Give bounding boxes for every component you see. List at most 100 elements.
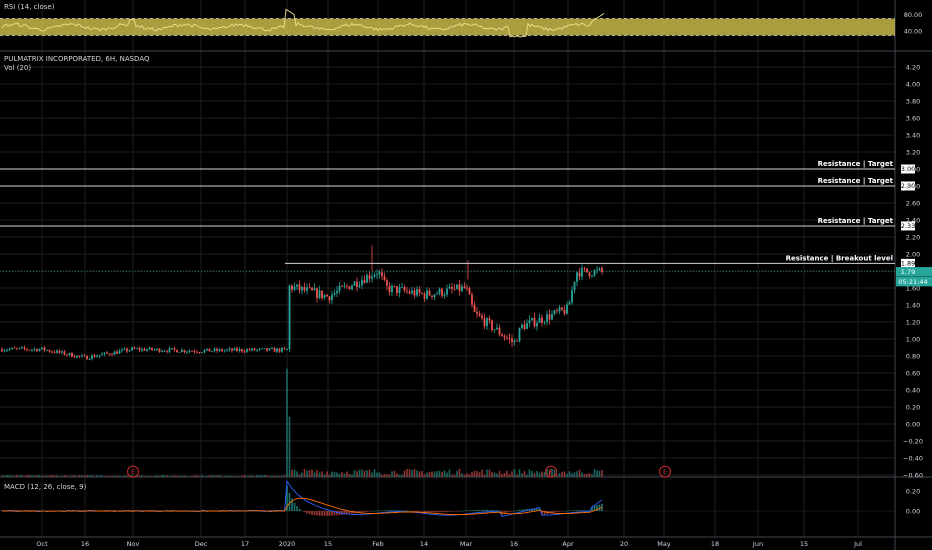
- candle-body: [576, 272, 578, 282]
- time-tick-label: 15: [324, 540, 332, 548]
- candle-body: [78, 355, 81, 357]
- volume-bar: [528, 469, 531, 477]
- volume-bar: [573, 472, 576, 477]
- volume-bar: [23, 475, 26, 477]
- volume-bar: [286, 368, 288, 477]
- volume-bar: [308, 470, 311, 477]
- volume-bar: [361, 469, 363, 477]
- volume-bar: [306, 470, 308, 477]
- candle-body: [306, 287, 308, 291]
- candle-body: [106, 352, 108, 354]
- volume-bar: [551, 468, 553, 477]
- volume-bar: [221, 476, 223, 477]
- macd-hist-bar: [571, 510, 573, 511]
- volume-bar: [426, 472, 428, 477]
- candle-body: [353, 281, 356, 286]
- macd-hist-bar: [326, 511, 328, 516]
- volume-bar: [296, 471, 298, 477]
- candle-body: [346, 285, 348, 287]
- candle-body: [378, 272, 381, 275]
- volume-bar: [198, 476, 201, 477]
- volume-bar: [511, 471, 513, 477]
- macd-hist-bar: [513, 510, 516, 512]
- volume-bar: [533, 473, 536, 477]
- macd-label: MACD (12, 26, close, 9): [4, 483, 87, 491]
- candle-body: [331, 294, 333, 301]
- candle-body: [478, 313, 481, 316]
- macd-hist-bar: [518, 509, 521, 511]
- candle-body: [501, 334, 503, 337]
- candle-body: [496, 327, 498, 330]
- candle-body: [426, 290, 428, 299]
- volume-bar: [353, 470, 356, 477]
- candle-body: [433, 294, 436, 298]
- candle-body: [563, 309, 566, 314]
- candle-body: [143, 348, 146, 351]
- candle-body: [116, 351, 118, 354]
- candle-body: [298, 284, 301, 291]
- macd-hist-bar: [413, 511, 416, 512]
- macd-hist-bar: [493, 510, 496, 511]
- macd-hist-bar: [373, 510, 376, 512]
- resistance-price-text: 2.80: [901, 182, 915, 190]
- volume-bar: [521, 473, 523, 477]
- candle-body: [66, 354, 68, 356]
- volume-bar: [541, 471, 543, 477]
- volume-bar: [153, 475, 156, 477]
- candle-body: [113, 351, 116, 355]
- volume-bar: [121, 476, 123, 477]
- candle-body: [213, 348, 216, 352]
- volume-bar: [228, 475, 231, 477]
- signal-line: [1, 497, 603, 516]
- candle-body: [243, 351, 246, 353]
- macd-hist-bar: [371, 511, 373, 512]
- macd-hist-bar: [551, 511, 553, 513]
- macd-hist-bar: [566, 510, 568, 512]
- macd-hist-bar: [401, 510, 403, 511]
- candle-body: [513, 340, 516, 343]
- volume-bar: [553, 469, 556, 477]
- candle-body: [191, 350, 193, 352]
- macd-hist-bar: [421, 511, 423, 512]
- volume-bar: [178, 475, 181, 477]
- volume-bar: [181, 475, 183, 477]
- macd-hist-bar: [391, 510, 393, 511]
- macd-hist-bar: [573, 510, 576, 511]
- volume-bar: [338, 473, 341, 477]
- resistance-label: Resistance | Target: [818, 177, 894, 186]
- volume-bar: [223, 475, 226, 477]
- macd-hist-bar: [418, 511, 421, 512]
- price-tick-label: 3.60: [906, 114, 920, 122]
- volume-bar: [421, 470, 423, 477]
- candle-body: [151, 347, 153, 350]
- volume-bar: [273, 475, 276, 477]
- price-tick-label: 1.20: [906, 318, 920, 326]
- macd-hist-bar: [378, 510, 381, 512]
- macd-hist-bar: [433, 511, 436, 513]
- candle-body: [206, 348, 208, 351]
- macd-hist-bar: [461, 510, 463, 512]
- volume-bar: [436, 471, 438, 477]
- volume-bar: [46, 475, 48, 477]
- candle-body: [3, 350, 6, 352]
- candle-body: [536, 322, 538, 327]
- candle-body: [466, 287, 468, 289]
- macd-hist-bar: [561, 511, 563, 512]
- macd-hist-bar: [286, 485, 288, 511]
- volume-bar: [391, 471, 393, 477]
- volume-bar: [403, 470, 406, 477]
- macd-hist-bar: [398, 510, 401, 511]
- volume-bar: [516, 474, 518, 477]
- volume-bar: [63, 475, 66, 477]
- candle-body: [163, 351, 166, 352]
- earnings-marker-label: E: [131, 468, 135, 476]
- macd-hist-bar: [383, 510, 386, 511]
- time-tick-label: 14: [420, 540, 428, 548]
- candle-body: [486, 318, 488, 327]
- candle-body: [166, 351, 168, 352]
- volume-bar: [513, 469, 516, 477]
- candle-body: [516, 340, 518, 342]
- candle-body: [481, 315, 483, 319]
- macd-hist-bar: [476, 509, 478, 511]
